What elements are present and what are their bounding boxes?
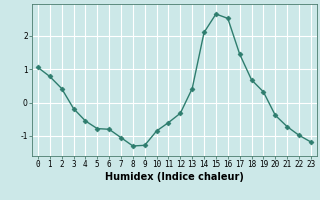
X-axis label: Humidex (Indice chaleur): Humidex (Indice chaleur): [105, 172, 244, 182]
